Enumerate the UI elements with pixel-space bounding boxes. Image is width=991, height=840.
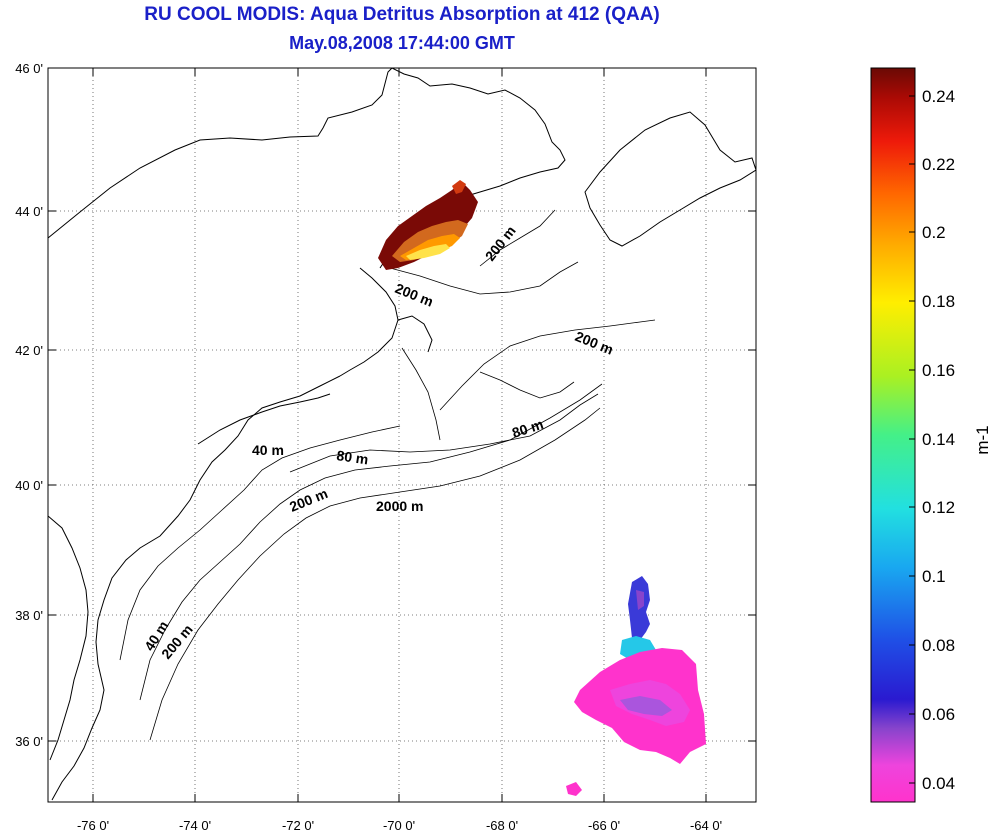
- coastline-north: [48, 68, 393, 239]
- x-tick-label: -74 0': [179, 818, 211, 833]
- y-tick-label: 42 0': [15, 343, 43, 358]
- coastline-nova-scotia: [584, 111, 756, 247]
- map-title: RU COOL MODIS: Aqua Detritus Absorption …: [144, 4, 660, 25]
- x-tick-label: -70 0': [383, 818, 415, 833]
- colorbar-tick: 0.2: [922, 223, 946, 242]
- isobath-40m: [119, 425, 401, 661]
- colorbar-tick: 0.06: [922, 705, 955, 724]
- colorbar-tick: 0.16: [922, 361, 955, 380]
- data-patch-offshore: [566, 576, 706, 796]
- isobath-200m-gulfofmaine: [389, 209, 579, 295]
- coastline-cape-cod: [339, 267, 433, 377]
- colorbar-tick: 0.18: [922, 292, 955, 311]
- contour-label: 2000 m: [376, 498, 423, 514]
- y-tick-label: 38 0': [15, 608, 43, 623]
- colorbar-tick: 0.08: [922, 636, 955, 655]
- colorbar-tick: 0.14: [922, 430, 955, 449]
- contour-label: 200 m: [482, 223, 519, 264]
- isobath-2000m: [149, 407, 601, 741]
- colorbar-tick: 0.12: [922, 498, 955, 517]
- x-tick-label: -64 0': [690, 818, 722, 833]
- y-tick-label: 40 0': [15, 478, 43, 493]
- contour-label: 200 m: [287, 485, 330, 515]
- contour-label: 200 m: [573, 328, 616, 358]
- axis-ticks: [48, 68, 756, 802]
- isobath-80m: [289, 393, 599, 473]
- coastline-midatlantic: [51, 375, 341, 801]
- coastline-longisland: [197, 393, 331, 445]
- colorbar-tick: 0.24: [922, 87, 955, 106]
- x-tick-label: -66 0': [588, 818, 620, 833]
- y-tick-labels: 46 0' 44 0' 42 0' 40 0' 38 0' 36 0': [15, 61, 43, 749]
- isobath-200m-south: [139, 383, 603, 701]
- contour-labels: 200 m 200 m 200 m 40 m 80 m 80 m 200 m 2…: [141, 223, 616, 662]
- x-tick-label: -68 0': [486, 818, 518, 833]
- colorbar-unit-label: m-1: [973, 425, 991, 454]
- map-frame: [47, 67, 757, 803]
- x-tick-labels: -76 0' -74 0' -72 0' -70 0' -68 0' -66 0…: [77, 818, 722, 833]
- data-patch-gulf-of-maine: [378, 180, 478, 270]
- contour-label: 40 m: [252, 442, 284, 458]
- colorbar-tick: 0.1: [922, 567, 946, 586]
- y-tick-label: 36 0': [15, 734, 43, 749]
- coastline-chesapeake: [48, 515, 89, 761]
- map-timestamp: May.08,2008 17:44:00 GMT: [289, 33, 515, 53]
- isobath-200m-georges: [439, 319, 656, 411]
- y-tick-label: 44 0': [15, 204, 43, 219]
- contour-label: 200 m: [393, 280, 436, 310]
- colorbar-gradient: [870, 67, 916, 803]
- y-tick-label: 46 0': [15, 61, 43, 76]
- colorbar-tick: 0.04: [922, 774, 955, 793]
- x-tick-label: -72 0': [282, 818, 314, 833]
- colorbar-tick: 0.22: [922, 155, 955, 174]
- colorbar: 0.24 0.22 0.2 0.18 0.16 0.14 0.12 0.1 0.…: [870, 67, 991, 803]
- isobath-georges-inner: [401, 347, 575, 441]
- contour-label: 80 m: [336, 447, 370, 467]
- x-tick-label: -76 0': [77, 818, 109, 833]
- contour-label: 80 m: [510, 416, 545, 441]
